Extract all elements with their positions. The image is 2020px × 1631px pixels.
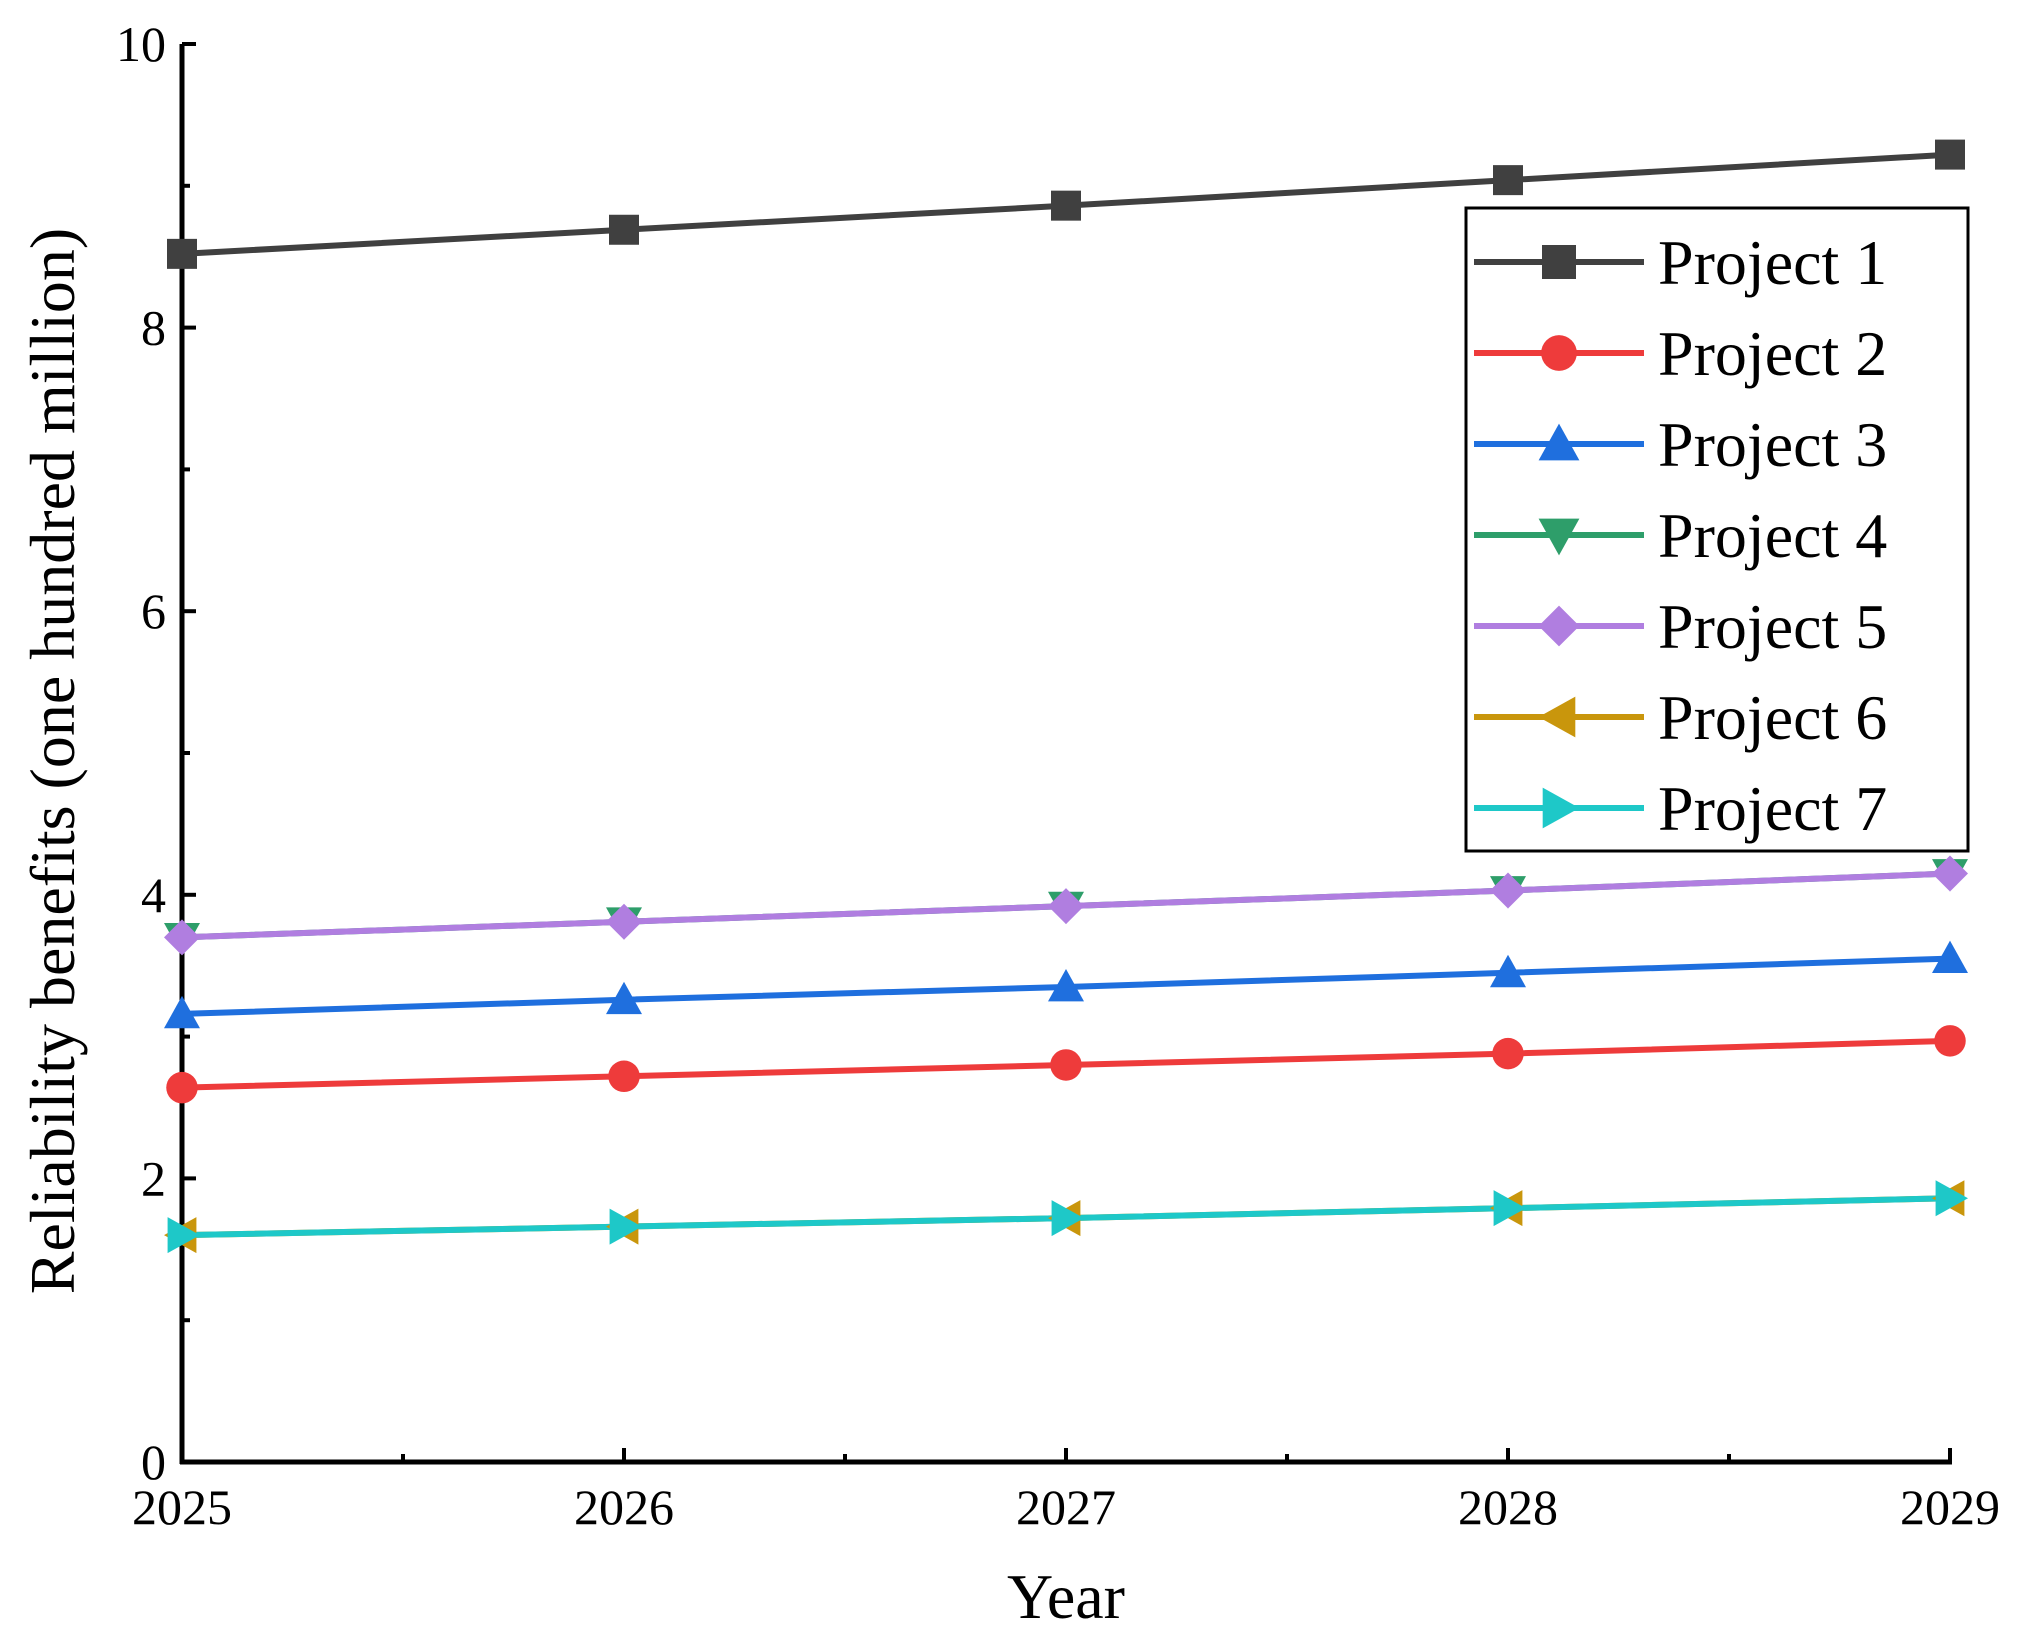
data-point-project-3 <box>164 995 200 1029</box>
data-point-project-2 <box>166 1071 198 1104</box>
y-axis-title: Reliability benefits (one hundred millio… <box>17 228 88 1294</box>
data-point-project-7 <box>1051 1200 1084 1237</box>
data-point-project-5 <box>1490 872 1526 909</box>
legend-marker-project-3 <box>1538 423 1580 461</box>
x-tick-label: 2026 <box>574 1479 674 1535</box>
data-point-project-2 <box>1050 1049 1082 1081</box>
legend-label-project-6: Project 6 <box>1658 682 1887 753</box>
legend-marker-project-7 <box>1542 787 1580 829</box>
data-point-project-2 <box>1492 1037 1524 1070</box>
x-tick-label: 2028 <box>1458 1479 1558 1535</box>
y-tick-label: 4 <box>141 867 166 923</box>
data-point-project-2 <box>608 1060 640 1093</box>
legend-label-project-4: Project 4 <box>1658 500 1887 571</box>
legend: Project 1 Project 2 Project 3 Project 4 Proj… <box>1464 206 1970 853</box>
data-point-project-5 <box>606 903 642 940</box>
data-point-project-7 <box>1935 1180 1968 1217</box>
data-point-project-5 <box>1932 855 1968 892</box>
x-tick-label: 2025 <box>132 1479 232 1535</box>
data-point-project-1 <box>1935 139 1965 170</box>
data-point-project-7 <box>167 1217 200 1254</box>
data-point-project-7 <box>1493 1190 1526 1227</box>
legend-label-project-7: Project 7 <box>1658 773 1887 844</box>
y-tick-label: 2 <box>141 1150 166 1206</box>
legend-label-project-1: Project 1 <box>1658 227 1887 298</box>
data-point-project-1 <box>1493 165 1523 196</box>
x-axis-title: Year <box>1007 1561 1125 1631</box>
legend-marker-project-2 <box>1541 335 1577 371</box>
series-markers <box>164 139 1968 1254</box>
x-tick-label: 2029 <box>1900 1479 2000 1535</box>
legend-marker-project-6 <box>1538 696 1576 738</box>
legend-marker-project-1 <box>1542 245 1576 279</box>
data-point-project-1 <box>1051 190 1081 221</box>
data-point-project-3 <box>1932 940 1968 974</box>
y-tick-label: 8 <box>141 300 166 356</box>
ticks: 0 2 4 6 8 10 2025 2026 2027 2028 2029 <box>116 16 2000 1535</box>
data-point-project-2 <box>1934 1025 1966 1057</box>
legend-marker-project-4 <box>1538 518 1580 556</box>
data-point-project-3 <box>1048 968 1084 1002</box>
legend-label-project-5: Project 5 <box>1658 591 1887 662</box>
y-tick-label: 10 <box>116 16 166 72</box>
data-point-project-3 <box>1490 954 1526 988</box>
data-point-project-5 <box>164 919 200 956</box>
y-tick-label: 6 <box>141 583 166 639</box>
data-point-project-3 <box>606 981 642 1015</box>
y-tick-label: 0 <box>141 1434 166 1490</box>
legend-marker-project-5 <box>1538 605 1580 647</box>
data-point-project-1 <box>167 238 197 269</box>
legend-label-project-2: Project 2 <box>1658 318 1887 389</box>
data-point-project-5 <box>1048 888 1084 925</box>
data-point-project-1 <box>609 214 639 245</box>
x-tick-label: 2027 <box>1016 1479 1116 1535</box>
data-point-project-7 <box>609 1208 642 1245</box>
legend-label-project-3: Project 3 <box>1658 409 1887 480</box>
